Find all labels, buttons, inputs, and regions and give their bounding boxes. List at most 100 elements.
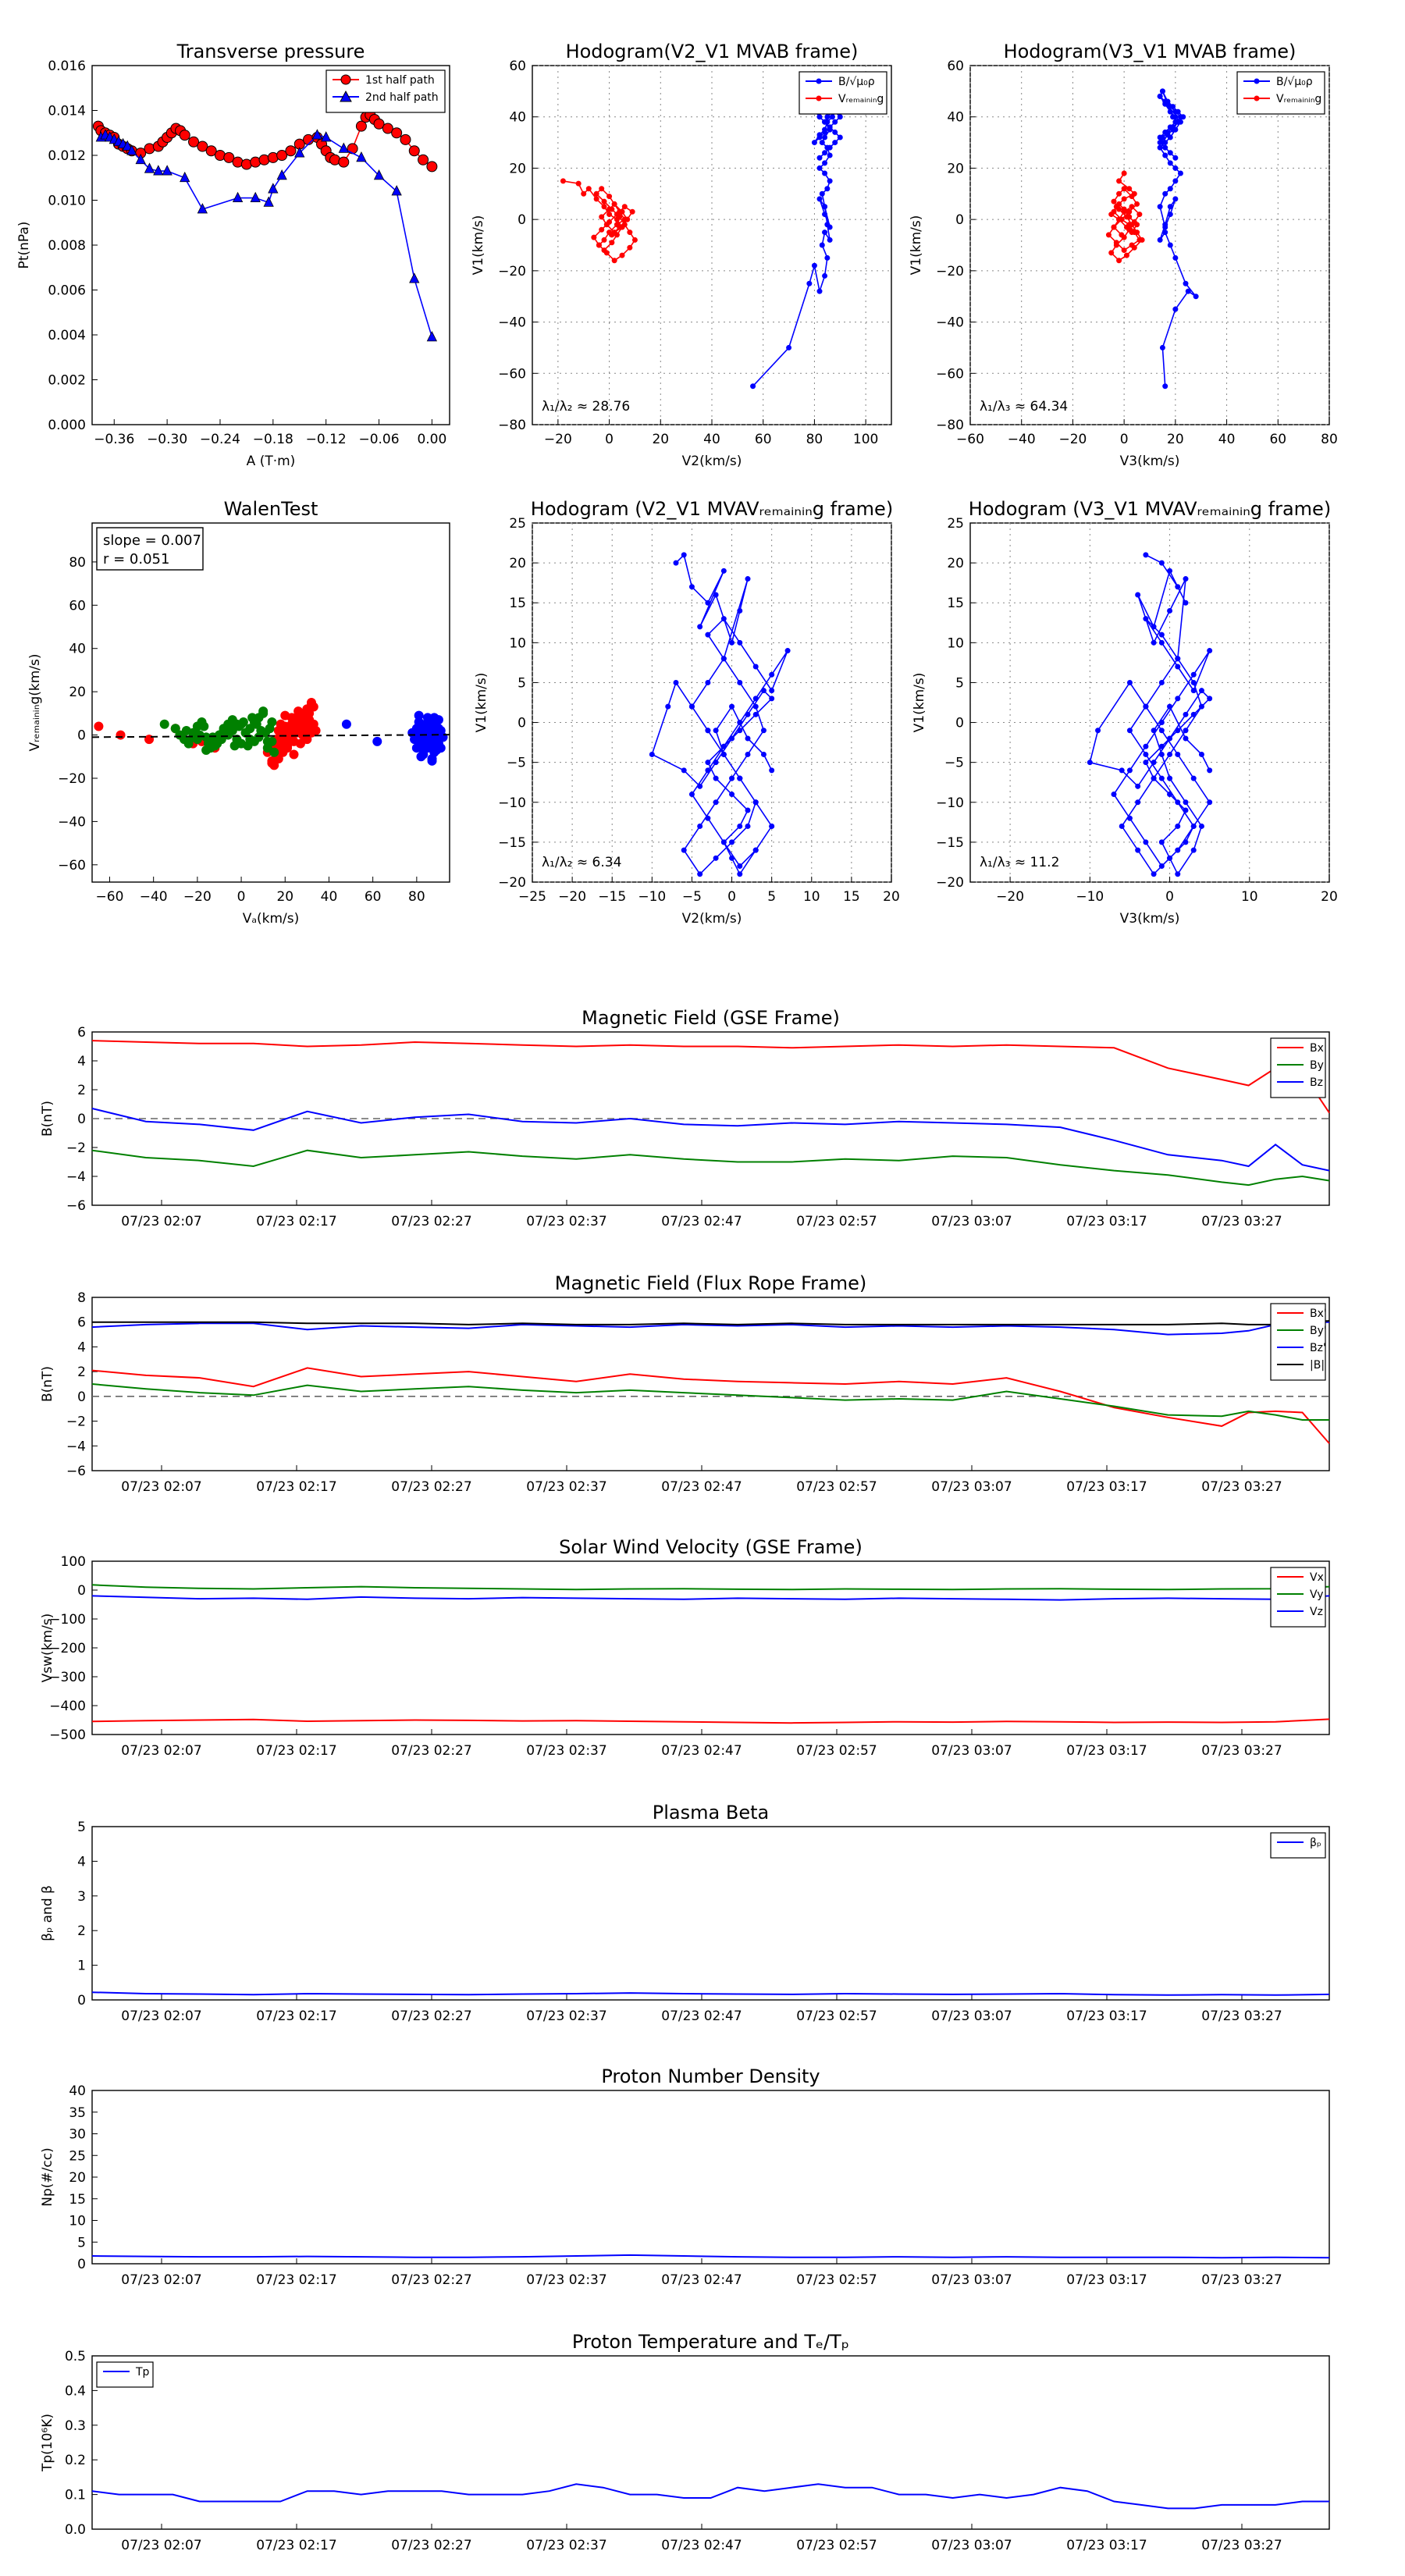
hodo_v3_mvav-ytick-label: 25 — [947, 516, 964, 532]
bgse-series-line — [91, 1108, 1330, 1172]
hodo_v2_mvav-xtick-label: 20 — [883, 889, 900, 905]
hodo_v3_mvav-point — [1119, 767, 1125, 774]
vsw-xtick-label: 07/23 02:47 — [661, 1743, 742, 1759]
hodo_v2_mvav-panel: Hodogram (V2_V1 MVAVᵣₑₘₐᵢₙᵢₙg frame)−20−… — [474, 498, 900, 927]
hodo_v2_mvav-point — [737, 863, 743, 870]
transverse_pressure-ytick-label: 0.014 — [48, 104, 86, 119]
bgse-xtick-label: 07/23 03:27 — [1201, 1214, 1282, 1229]
v-remaining-point — [1111, 224, 1117, 230]
np-ylabel: Np(#/cc) — [40, 2147, 55, 2206]
b-alfven-point — [1159, 134, 1165, 141]
bfr-xtick-label: 07/23 02:57 — [796, 1479, 877, 1495]
first-half-path-point — [223, 151, 235, 163]
b-alfven-point — [824, 114, 831, 120]
hodo_v3_mvav-point — [1183, 576, 1189, 582]
hodo_v2_mvav-point — [737, 679, 743, 685]
hodo_v2_mvav-ytick-label: 20 — [509, 556, 526, 571]
hodo_v2_mvav-point — [681, 767, 687, 774]
hodo_v3_mvav-point — [1183, 807, 1189, 813]
second-half-path-point — [153, 165, 164, 176]
walen-green-point — [269, 747, 279, 757]
hodo_v3_mvav-point — [1143, 760, 1149, 766]
hodo_v2_mvav-point — [737, 607, 743, 614]
hodo_v2_mvab-ytick-label: −80 — [498, 418, 526, 433]
hodo_v3_mvab-ytick-label: −60 — [936, 366, 964, 382]
vsw-ytick-label: −300 — [49, 1670, 86, 1685]
np-xtick-label: 07/23 02:37 — [526, 2272, 606, 2288]
hodo_v2_mvav-point — [760, 688, 767, 694]
hodo_v2_mvav-point — [729, 855, 735, 861]
first-half-path-point — [418, 154, 429, 165]
hodo_v2_mvav-point — [720, 616, 727, 622]
walen-xtick-label: 60 — [365, 889, 382, 905]
bfr-ytick-label: 8 — [77, 1290, 86, 1306]
v-remaining-point — [1116, 206, 1122, 212]
np-ytick-label: 0 — [77, 2257, 86, 2272]
hodo_v2_mvab-xtick-label: 80 — [806, 432, 823, 447]
hodo_v2_mvab-title: Hodogram(V2_V1 MVAB frame) — [566, 41, 859, 62]
transverse_pressure-xtick-label: −0.30 — [147, 432, 187, 447]
beta-ytick-label: 5 — [77, 1820, 86, 1835]
beta-xtick-label: 07/23 02:37 — [526, 2008, 606, 2024]
hodo_v2_mvav-xtick-label: −20 — [558, 889, 586, 905]
bfr-ytick-label: 0 — [77, 1389, 86, 1405]
beta-ylabel: βₚ and β — [40, 1885, 55, 1941]
bfr-legend-label: Bz' — [1310, 1342, 1326, 1354]
v-remaining-point — [591, 234, 597, 240]
bgse-ytick-label: −2 — [66, 1140, 86, 1156]
b-alfven-point — [1185, 288, 1191, 294]
hodo_v2_mvav-point — [737, 639, 743, 646]
b-alfven-point — [819, 140, 825, 146]
bfr-xtick-label: 07/23 03:07 — [931, 1479, 1012, 1495]
walen-xtick-label: −20 — [183, 889, 212, 905]
v-remaining-point — [621, 222, 628, 228]
hodo_v2_mvav-point — [705, 632, 711, 638]
v-remaining-point — [609, 232, 615, 238]
v-remaining-point — [619, 252, 625, 258]
bfr-series-line — [91, 1383, 1329, 1421]
v-remaining-point — [617, 224, 623, 230]
hodo_v2_mvav-point — [745, 735, 751, 742]
hodo_v3_mvav-point — [1198, 688, 1204, 694]
hodo_v2_mvav-point — [705, 679, 711, 685]
hodo_v2_mvab-ylabel: V1(km/s) — [471, 215, 486, 276]
hodo_v2_mvav-point — [729, 839, 735, 845]
hodo_v2_mvav-point — [713, 775, 719, 781]
v-remaining-point — [1129, 204, 1135, 210]
hodo_v3_mvav-point — [1175, 751, 1181, 757]
second-half-path-point — [162, 165, 173, 176]
bfr-legend-label: Bx' — [1310, 1308, 1327, 1320]
np-xtick-label: 07/23 03:17 — [1066, 2272, 1147, 2288]
b-alfven-point — [827, 178, 833, 184]
hodo_v3_mvav-point — [1207, 799, 1213, 806]
hodo_v2_mvav-point — [752, 703, 759, 710]
b-alfven-point — [819, 190, 825, 197]
hodo_v2_mvab-legend-marker — [816, 95, 822, 101]
hodo_v3_mvav-ytick-label: −15 — [936, 835, 964, 851]
walen-red-point — [94, 721, 104, 731]
second-half-path-point — [126, 144, 137, 155]
hodo_v3_mvav-point — [1190, 847, 1197, 853]
first-half-path-point — [355, 120, 367, 132]
hodo_v3_mvav-point — [1151, 639, 1157, 646]
vsw-panel: Solar Wind Velocity (GSE Frame) −500 −400 −… — [40, 1536, 1330, 1759]
hodo_v3_mvav-point — [1158, 863, 1165, 870]
beta-xtick-label: 07/23 02:07 — [121, 2008, 201, 2024]
beta-xtick-label: 07/23 02:27 — [391, 2008, 471, 2024]
v-remaining-point — [1121, 186, 1127, 192]
b-alfven-point — [1162, 190, 1168, 197]
b-alfven-point — [806, 280, 813, 286]
walen-green-point — [234, 721, 244, 731]
hodo_v2_mvav-point — [769, 696, 775, 702]
beta-ytick-label: 3 — [77, 1889, 86, 1905]
b-alfven-point — [822, 150, 828, 156]
first-half-path-point — [285, 145, 297, 157]
first-half-path-point — [179, 130, 190, 141]
transverse_pressure-ylabel: Pt(nPa) — [16, 222, 32, 269]
walen-blue-point — [341, 719, 351, 729]
v-remaining-point — [606, 219, 613, 225]
hodo_v2_mvav-title: Hodogram (V2_V1 MVAVᵣₑₘₐᵢₙᵢₙg frame) — [531, 498, 893, 520]
v-remaining-point — [627, 229, 633, 236]
walen-blue-point — [418, 745, 429, 755]
hodo_v3_mvab-xtick-label: 40 — [1218, 432, 1236, 447]
